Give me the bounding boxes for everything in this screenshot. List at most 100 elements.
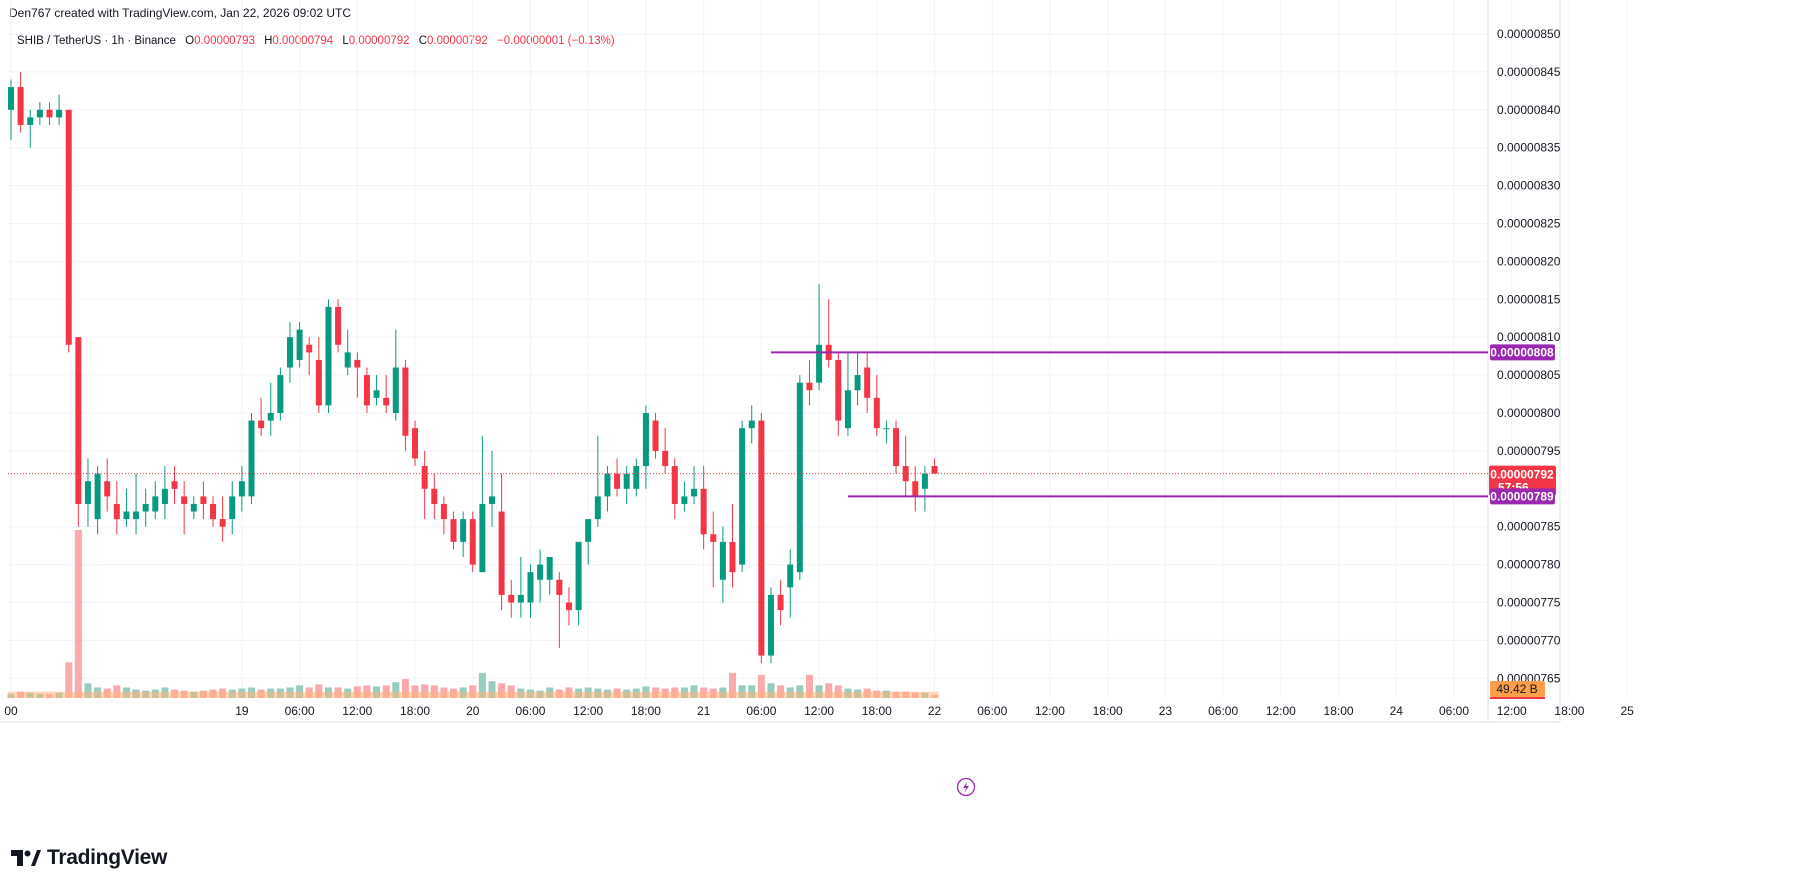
- candle[interactable]: [594, 435, 601, 527]
- candle[interactable]: [556, 572, 563, 648]
- candle[interactable]: [604, 466, 611, 512]
- candle[interactable]: [421, 450, 428, 520]
- candle[interactable]: [75, 337, 82, 527]
- candle[interactable]: [537, 549, 544, 603]
- candle[interactable]: [844, 352, 851, 436]
- candle[interactable]: [912, 466, 919, 512]
- candle[interactable]: [835, 352, 842, 436]
- candle[interactable]: [719, 526, 726, 603]
- candle[interactable]: [758, 413, 765, 664]
- candle[interactable]: [229, 481, 236, 535]
- candle[interactable]: [710, 511, 717, 588]
- candle[interactable]: [335, 299, 342, 353]
- candle[interactable]: [363, 367, 370, 413]
- candle[interactable]: [402, 359, 409, 451]
- candle[interactable]: [479, 435, 486, 573]
- candle[interactable]: [671, 458, 678, 520]
- candle[interactable]: [691, 466, 698, 504]
- candle[interactable]: [267, 382, 274, 436]
- candle[interactable]: [383, 375, 390, 413]
- candle[interactable]: [181, 481, 188, 535]
- candle[interactable]: [104, 458, 111, 512]
- candle[interactable]: [565, 587, 572, 626]
- candle[interactable]: [8, 79, 14, 141]
- candle[interactable]: [633, 458, 640, 497]
- candle[interactable]: [306, 337, 313, 376]
- candle[interactable]: [142, 488, 149, 527]
- candle[interactable]: [123, 488, 130, 527]
- candle[interactable]: [777, 579, 784, 626]
- candle[interactable]: [517, 557, 524, 618]
- candle[interactable]: [700, 466, 707, 550]
- candle[interactable]: [219, 496, 226, 542]
- candle[interactable]: [65, 109, 72, 353]
- candle[interactable]: [816, 284, 823, 391]
- candle[interactable]: [498, 473, 505, 611]
- candle[interactable]: [921, 466, 928, 512]
- candle[interactable]: [575, 541, 582, 626]
- candle[interactable]: [527, 564, 534, 618]
- candle[interactable]: [623, 466, 630, 504]
- candle[interactable]: [681, 481, 688, 512]
- candle[interactable]: [27, 109, 34, 148]
- candle[interactable]: [787, 549, 794, 618]
- candle[interactable]: [883, 420, 890, 444]
- candle[interactable]: [585, 519, 592, 565]
- candle[interactable]: [642, 405, 649, 489]
- candle[interactable]: [729, 503, 736, 588]
- candle[interactable]: [258, 397, 265, 436]
- candle[interactable]: [546, 557, 553, 595]
- candle[interactable]: [325, 299, 332, 413]
- candle[interactable]: [133, 473, 140, 535]
- tradingview-logo[interactable]: TradingView: [11, 846, 167, 870]
- candle[interactable]: [854, 352, 861, 406]
- candle[interactable]: [277, 367, 284, 421]
- candle[interactable]: [931, 458, 938, 474]
- candle[interactable]: [825, 299, 832, 368]
- candle[interactable]: [373, 375, 380, 406]
- candle[interactable]: [412, 420, 419, 467]
- candle[interactable]: [152, 481, 159, 520]
- candle[interactable]: [873, 375, 880, 436]
- candle[interactable]: [662, 428, 669, 474]
- candle[interactable]: [36, 102, 43, 125]
- candle[interactable]: [344, 329, 351, 376]
- candle[interactable]: [94, 466, 101, 535]
- candle[interactable]: [392, 329, 399, 421]
- candle[interactable]: [902, 435, 909, 497]
- candle[interactable]: [806, 359, 813, 406]
- candle[interactable]: [739, 420, 746, 573]
- candle[interactable]: [238, 466, 245, 512]
- candle[interactable]: [469, 511, 476, 573]
- candle[interactable]: [296, 322, 303, 368]
- candle[interactable]: [652, 413, 659, 459]
- symbol-title[interactable]: SHIB / TetherUS · 1h · Binance: [17, 35, 176, 47]
- candle[interactable]: [450, 511, 457, 550]
- candle[interactable]: [893, 420, 900, 474]
- candle[interactable]: [864, 352, 871, 413]
- candle[interactable]: [190, 496, 197, 520]
- candle[interactable]: [161, 466, 168, 520]
- candle[interactable]: [46, 102, 53, 125]
- candle[interactable]: [354, 352, 361, 398]
- candle[interactable]: [767, 587, 774, 664]
- candle[interactable]: [614, 458, 621, 497]
- candle[interactable]: [508, 579, 515, 618]
- candle[interactable]: [200, 481, 207, 520]
- candle[interactable]: [286, 322, 293, 383]
- candle[interactable]: [84, 458, 91, 527]
- candle[interactable]: [460, 511, 467, 558]
- candle[interactable]: [56, 94, 63, 125]
- candle[interactable]: [171, 466, 178, 504]
- candle[interactable]: [748, 405, 755, 444]
- candle[interactable]: [315, 337, 322, 413]
- candle[interactable]: [489, 450, 495, 527]
- candle[interactable]: [113, 481, 120, 535]
- candle[interactable]: [440, 496, 447, 535]
- candle[interactable]: [210, 496, 217, 527]
- candle[interactable]: [248, 413, 255, 504]
- candle[interactable]: [17, 71, 24, 133]
- candle[interactable]: [431, 473, 438, 520]
- candle[interactable]: [796, 375, 803, 580]
